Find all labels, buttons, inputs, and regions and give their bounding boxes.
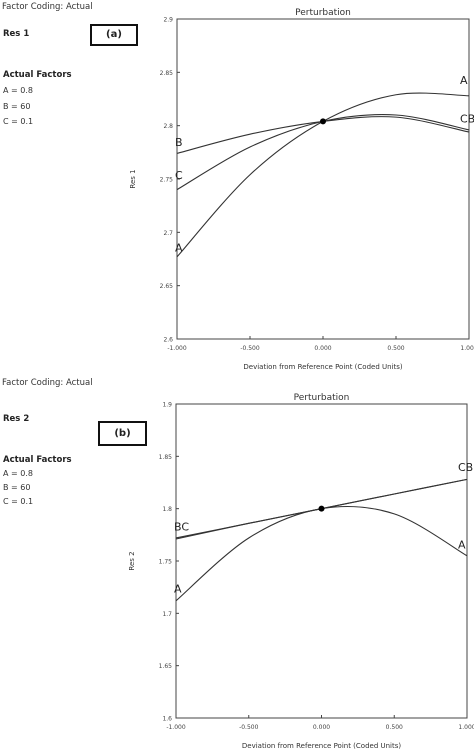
series-line-c (176, 114, 470, 191)
perturbation-panel-a: Factor Coding: Actual Res 1 (a) Actual F… (0, 0, 474, 375)
series-end-label: CB (458, 461, 473, 474)
y-tick-label: 2.65 (160, 283, 174, 290)
series-end-label: C (175, 169, 183, 182)
x-tick-label: -0.500 (239, 724, 259, 731)
y-tick-label: 1.8 (162, 506, 172, 513)
response-name: Res 1 (3, 29, 30, 39)
series-end-label: B (175, 136, 183, 149)
actual-factor-c: C = 0.1 (3, 117, 34, 126)
actual-factor-b: B = 60 (3, 483, 31, 492)
x-tick-label: -0.500 (240, 345, 260, 352)
y-tick-label: 2.85 (160, 70, 174, 77)
y-tick-label: 2.75 (160, 177, 174, 184)
reference-point (320, 118, 326, 125)
y-tick-label: 1.65 (159, 663, 173, 670)
perturbation-plot-a: Perturbation 2.6 2.65 2.7 2.75 2.8 2.85 2.9 -1.0… (129, 8, 474, 371)
y-tick-label: 2.6 (163, 337, 173, 344)
response-name: Res 2 (3, 414, 30, 424)
series-end-label: A (458, 538, 466, 551)
y-tick-label: 1.6 (162, 716, 172, 723)
y-tick-label: 1.85 (159, 454, 173, 461)
x-tick-label: 0.000 (313, 724, 330, 731)
y-tick-label: 2.7 (163, 230, 173, 237)
x-tick-label: 1.000 (460, 345, 474, 352)
y-tick-label: 1.75 (159, 559, 173, 566)
x-axis-label: Deviation from Reference Point (Coded Un… (242, 742, 402, 750)
x-tick-label: 0.000 (314, 345, 331, 352)
series-end-label: A (175, 242, 183, 255)
x-tick-label: -1.000 (167, 345, 187, 352)
actual-factors-title: Actual Factors (3, 70, 72, 80)
factor-coding-label: Factor Coding: Actual (2, 2, 93, 12)
actual-factor-a: A = 0.8 (3, 469, 33, 478)
x-tick-label: 0.500 (386, 724, 403, 731)
y-tick-label: 2.8 (163, 123, 173, 130)
chart-title: Perturbation (294, 393, 350, 403)
actual-factor-a: A = 0.8 (3, 86, 33, 95)
factor-coding-label: Factor Coding: Actual (2, 378, 93, 388)
series-end-label: BC (174, 521, 189, 534)
x-tick-label: 1.000 (458, 724, 474, 731)
series-line-a (176, 92, 470, 258)
series-end-label: A (174, 582, 182, 595)
perturbation-panel-b: Factor Coding: Actual Res 2 (b) Actual F… (0, 376, 474, 751)
chart-title: Perturbation (295, 8, 351, 18)
y-tick-label: 2.9 (163, 17, 173, 24)
plot-frame (176, 18, 470, 340)
y-axis-label: Res 1 (129, 169, 137, 188)
y-axis-label: Res 2 (128, 551, 136, 570)
series-end-label: A (460, 74, 468, 87)
x-axis-label: Deviation from Reference Point (Coded Un… (243, 363, 403, 371)
panel-tag: (b) (98, 421, 147, 446)
x-tick-label: -1.000 (166, 724, 186, 731)
x-tick-label: 0.500 (387, 345, 404, 352)
series-line-a (175, 505, 468, 602)
actual-factor-c: C = 0.1 (3, 497, 34, 506)
series-end-label: CB (460, 112, 474, 125)
panel-tag: (a) (90, 24, 138, 46)
perturbation-plot-b: Perturbation 1.6 1.65 1.7 1.75 1.8 1.85 1.9 -1.0… (128, 393, 474, 750)
y-tick-label: 1.9 (162, 402, 172, 409)
actual-factors-title: Actual Factors (3, 455, 72, 465)
y-tick-label: 1.7 (162, 611, 172, 618)
actual-factor-b: B = 60 (3, 102, 31, 111)
reference-point (318, 505, 325, 512)
